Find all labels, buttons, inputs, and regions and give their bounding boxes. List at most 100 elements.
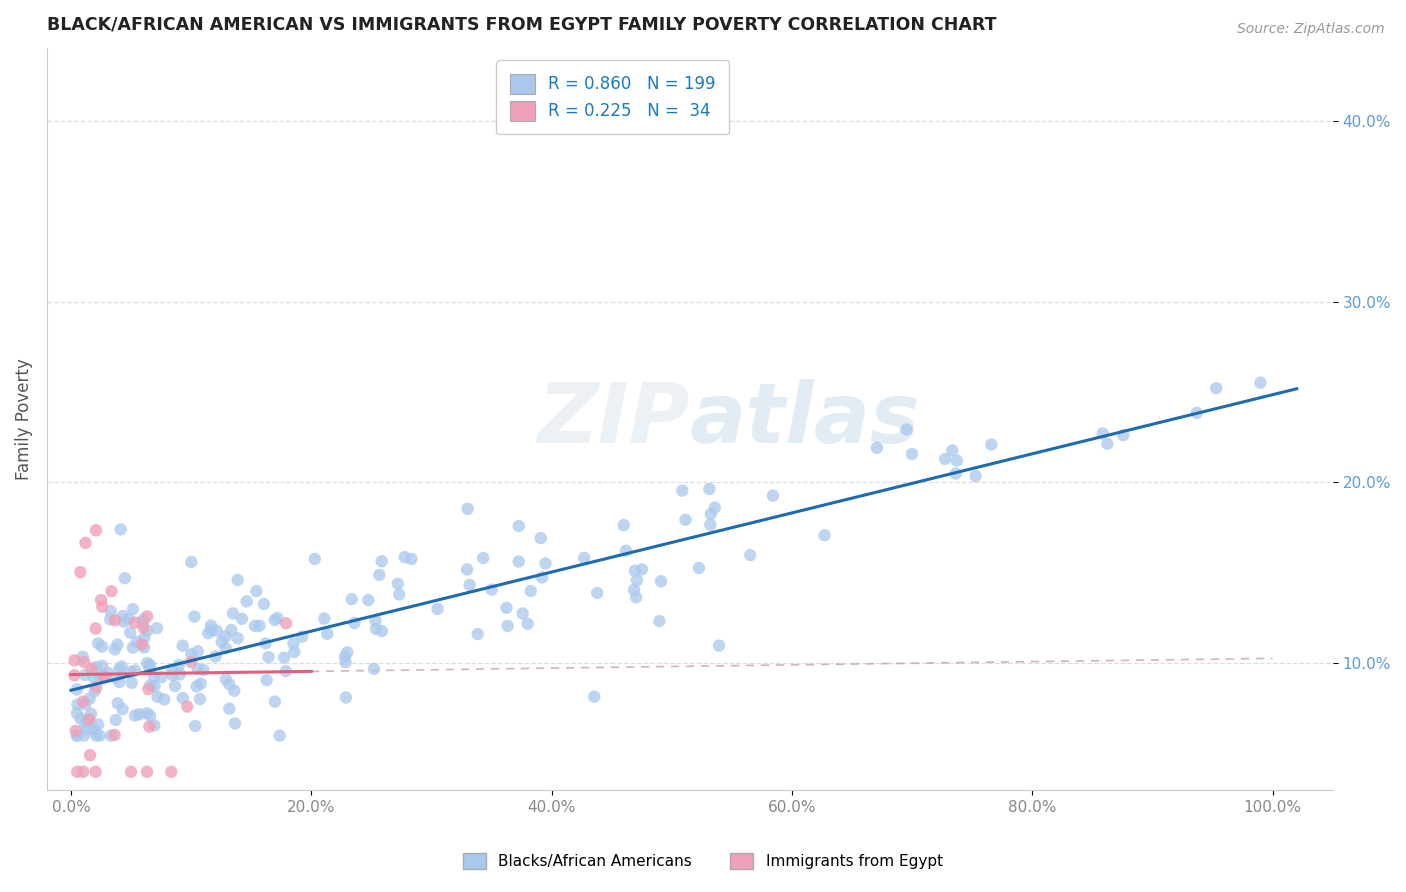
Point — [226, 631, 249, 645]
Point — [193, 663, 215, 677]
Point — [249, 619, 271, 633]
Point — [72, 764, 94, 779]
Point — [866, 441, 889, 455]
Point — [934, 452, 956, 467]
Point — [283, 636, 305, 650]
Point — [224, 683, 246, 698]
Point — [75, 717, 97, 731]
Point — [200, 618, 222, 632]
Point — [188, 692, 211, 706]
Point — [1185, 406, 1208, 420]
Point — [89, 729, 111, 743]
Point — [257, 650, 280, 665]
Point — [132, 615, 155, 630]
Point — [624, 564, 647, 578]
Point — [273, 650, 295, 665]
Point — [100, 584, 122, 599]
Point — [941, 443, 963, 458]
Point — [136, 609, 159, 624]
Point — [138, 682, 160, 697]
Point — [98, 612, 121, 626]
Point — [516, 616, 538, 631]
Point — [688, 561, 710, 575]
Point — [84, 729, 107, 743]
Point — [512, 607, 534, 621]
Point — [63, 653, 86, 667]
Point — [283, 645, 305, 659]
Point — [124, 664, 146, 678]
Point — [495, 600, 517, 615]
Point — [94, 670, 117, 684]
Point — [496, 619, 519, 633]
Point — [222, 607, 245, 621]
Point — [66, 729, 89, 743]
Point — [813, 528, 835, 542]
Point — [139, 679, 162, 693]
Point — [93, 669, 115, 683]
Point — [72, 695, 94, 709]
Point — [72, 649, 94, 664]
Point — [167, 658, 190, 673]
Point — [135, 706, 157, 721]
Point — [160, 764, 183, 779]
Point — [508, 555, 530, 569]
Point — [762, 489, 785, 503]
Point — [269, 729, 291, 743]
Point — [187, 644, 209, 658]
Point — [357, 593, 380, 607]
Point — [650, 574, 672, 589]
Point — [91, 658, 114, 673]
Point — [253, 597, 276, 611]
Point — [89, 669, 111, 683]
Point — [364, 622, 387, 636]
Point — [481, 582, 503, 597]
Point — [946, 453, 969, 467]
Point — [146, 621, 169, 635]
Point — [343, 615, 366, 630]
Point — [117, 612, 139, 626]
Point — [80, 706, 103, 721]
Point — [218, 701, 240, 715]
Point — [150, 670, 173, 684]
Text: ZIP: ZIP — [537, 378, 690, 459]
Point — [1205, 381, 1227, 395]
Point — [896, 423, 918, 437]
Point — [83, 723, 105, 737]
Point — [274, 664, 297, 678]
Point — [371, 624, 394, 638]
Point — [84, 622, 107, 636]
Point — [75, 536, 97, 550]
Point — [235, 594, 257, 608]
Point — [124, 708, 146, 723]
Point — [87, 717, 110, 731]
Point — [120, 665, 142, 679]
Point — [457, 501, 479, 516]
Point — [394, 550, 416, 565]
Point — [143, 679, 166, 693]
Point — [314, 611, 336, 625]
Point — [69, 711, 91, 725]
Point — [73, 655, 96, 669]
Point — [254, 636, 277, 650]
Point — [124, 615, 146, 630]
Point — [740, 548, 762, 562]
Point — [169, 667, 191, 681]
Point — [901, 447, 924, 461]
Point — [980, 437, 1002, 451]
Point — [91, 599, 114, 614]
Point — [335, 655, 357, 669]
Point — [699, 517, 721, 532]
Point — [121, 640, 143, 655]
Point — [613, 518, 636, 533]
Point — [104, 728, 127, 742]
Point — [586, 586, 609, 600]
Point — [76, 722, 98, 736]
Point — [69, 565, 91, 579]
Point — [456, 562, 478, 576]
Point — [87, 636, 110, 650]
Point — [243, 619, 266, 633]
Legend: R = 0.860   N = 199, R = 0.225   N =  34: R = 0.860 N = 199, R = 0.225 N = 34 — [496, 61, 728, 135]
Point — [66, 682, 89, 697]
Point — [84, 660, 107, 674]
Point — [583, 690, 606, 704]
